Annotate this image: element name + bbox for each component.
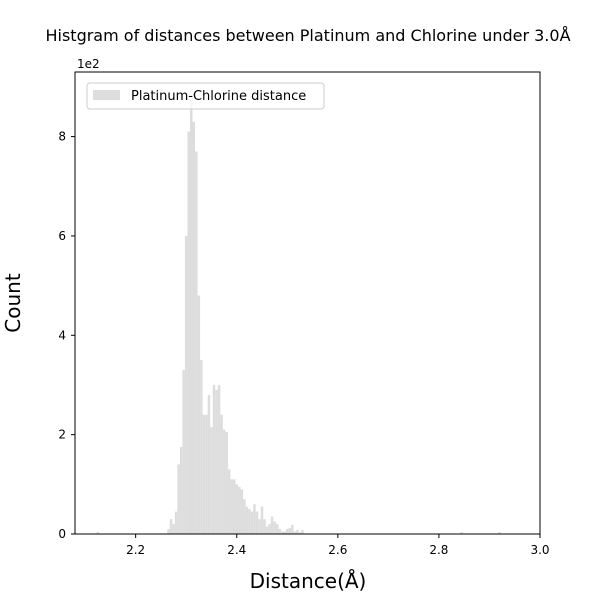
histogram-bar (230, 479, 233, 534)
histogram-bar (243, 499, 246, 534)
histogram-bar (286, 529, 289, 534)
histogram-bar (197, 295, 201, 534)
histogram-bar (177, 464, 180, 534)
histogram-bar (200, 360, 203, 534)
histogram-bar (212, 384, 216, 534)
histogram-bar (189, 99, 193, 535)
histogram-bar (207, 394, 211, 534)
plot-frame (74, 71, 541, 535)
histogram-bar (184, 235, 188, 534)
histogram-bar (235, 484, 239, 534)
legend-label: Platinum-Chlorine distance (131, 89, 306, 104)
histogram-bar (270, 516, 274, 534)
chart-title: Histgram of distances between Platinum a… (45, 26, 570, 45)
histogram-bar (167, 529, 170, 534)
legend-box (86, 82, 325, 110)
histogram-bar (498, 532, 501, 534)
histogram-bar (265, 526, 269, 534)
x-tick-label: 2.6 (328, 543, 347, 557)
histogram-bar (245, 506, 249, 534)
histogram-bar (210, 427, 213, 534)
histogram-bar (288, 528, 292, 534)
histogram-bar (232, 479, 236, 534)
histogram-bar (250, 511, 254, 534)
x-tick-label: 2.4 (227, 543, 246, 557)
histogram-bar (217, 384, 221, 534)
histogram-bar (248, 509, 251, 534)
x-tick-label: 2.8 (429, 543, 448, 557)
histogram-bar (460, 532, 463, 534)
histogram-bar (174, 511, 178, 534)
histogram-bar (273, 521, 276, 534)
histogram-bar (291, 525, 294, 534)
histogram-bar (263, 519, 266, 534)
legend-swatch (93, 90, 120, 100)
histogram-bar (179, 447, 183, 534)
histogram-bar (296, 530, 299, 534)
y-tick-label: 8 (58, 130, 66, 144)
histogram-bar (202, 414, 206, 534)
x-axis-label: Distance(Å) (250, 569, 367, 593)
y-tick-label: 2 (58, 428, 66, 442)
histogram-bar (195, 151, 198, 534)
histogram-bar (227, 469, 231, 534)
histogram-bar (240, 489, 244, 534)
histogram-bar (169, 519, 173, 534)
y-scale-label: 1e2 (77, 57, 100, 71)
y-axis-label: Count (1, 273, 25, 333)
histogram-bar (192, 121, 196, 534)
x-axis: 2.2 2.4 2.6 2.8 3.0 (126, 534, 550, 557)
histogram-bar (253, 504, 256, 534)
y-axis: 0 2 4 6 8 (58, 130, 75, 541)
histogram-bar (220, 414, 223, 534)
legend: Platinum-Chlorine distance (86, 82, 325, 110)
histogram-bar (205, 414, 208, 534)
y-tick-label: 0 (58, 527, 66, 541)
histogram-bar (172, 524, 175, 534)
histogram-bars (96, 99, 501, 535)
histogram-bar (225, 432, 228, 534)
histogram-bar (182, 370, 185, 534)
histogram-bar (258, 519, 261, 534)
y-tick-label: 4 (58, 328, 66, 342)
histogram-bar (96, 532, 100, 534)
histogram-bar (293, 531, 297, 534)
histogram-bar (222, 429, 226, 534)
histogram-bar (278, 529, 281, 534)
histogram-bar (215, 389, 218, 534)
x-tick-label: 2.2 (126, 543, 145, 557)
histogram-bar (255, 511, 259, 534)
histogram-bar (283, 531, 287, 534)
histogram-bar (187, 131, 190, 534)
y-tick-label: 6 (58, 229, 66, 243)
histogram-bar (275, 524, 279, 534)
x-tick-label: 3.0 (530, 543, 549, 557)
histogram-bar (301, 530, 304, 534)
histogram-bar (238, 486, 241, 534)
histogram-bar (298, 532, 302, 534)
histogram-bar (268, 524, 271, 534)
histogram-bar (280, 531, 284, 534)
histogram-bar (260, 506, 264, 534)
